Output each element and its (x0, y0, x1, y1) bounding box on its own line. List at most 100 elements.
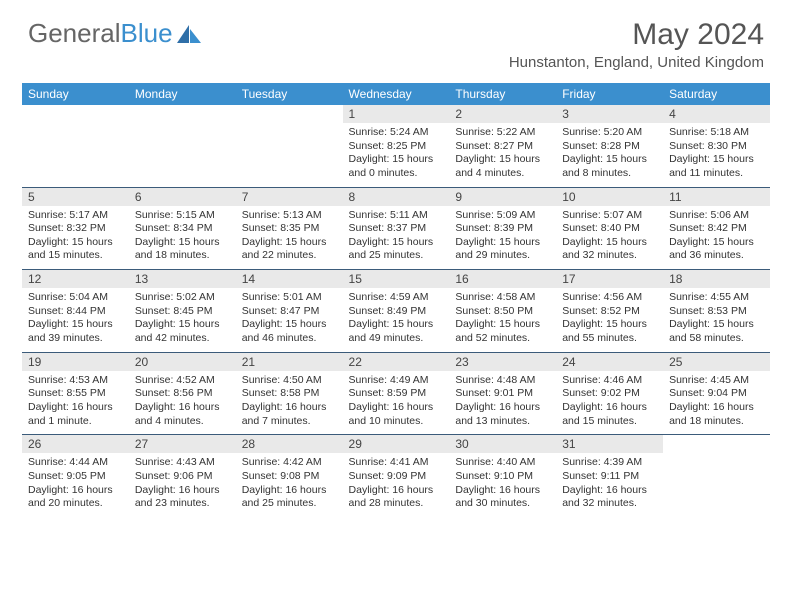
location: Hunstanton, England, United Kingdom (509, 54, 764, 71)
day-number-cell: 7 (236, 187, 343, 206)
sunset-line: Sunset: 8:32 PM (28, 222, 123, 236)
day-number-cell: 9 (449, 187, 556, 206)
day-content-cell: Sunrise: 4:46 AMSunset: 9:02 PMDaylight:… (556, 371, 663, 435)
sunrise-line: Sunrise: 4:46 AM (562, 374, 657, 388)
day-content-cell: Sunrise: 5:24 AMSunset: 8:25 PMDaylight:… (343, 123, 450, 187)
sunset-line: Sunset: 9:01 PM (455, 387, 550, 401)
sunrise-line: Sunrise: 4:44 AM (28, 456, 123, 470)
sunrise-line: Sunrise: 4:56 AM (562, 291, 657, 305)
day-content-cell: Sunrise: 4:45 AMSunset: 9:04 PMDaylight:… (663, 371, 770, 435)
sunset-line: Sunset: 8:47 PM (242, 305, 337, 319)
day-content-cell: Sunrise: 5:04 AMSunset: 8:44 PMDaylight:… (22, 288, 129, 352)
daylight-line: Daylight: 15 hours and 22 minutes. (242, 236, 337, 263)
day-number-cell: 27 (129, 435, 236, 454)
sunset-line: Sunset: 8:45 PM (135, 305, 230, 319)
day-content-cell: Sunrise: 5:02 AMSunset: 8:45 PMDaylight:… (129, 288, 236, 352)
sunrise-line: Sunrise: 4:39 AM (562, 456, 657, 470)
day-content-cell: Sunrise: 5:17 AMSunset: 8:32 PMDaylight:… (22, 206, 129, 270)
day-number-cell: 1 (343, 105, 450, 123)
weekday-header: Wednesday (343, 83, 450, 105)
daylight-line: Daylight: 15 hours and 0 minutes. (349, 153, 444, 180)
sunrise-line: Sunrise: 5:20 AM (562, 126, 657, 140)
daylight-line: Daylight: 15 hours and 42 minutes. (135, 318, 230, 345)
sunset-line: Sunset: 8:27 PM (455, 140, 550, 154)
daylight-line: Daylight: 15 hours and 46 minutes. (242, 318, 337, 345)
sunset-line: Sunset: 9:05 PM (28, 470, 123, 484)
sunset-line: Sunset: 8:52 PM (562, 305, 657, 319)
sunset-line: Sunset: 8:35 PM (242, 222, 337, 236)
day-number-cell: 15 (343, 270, 450, 289)
content-row: Sunrise: 4:53 AMSunset: 8:55 PMDaylight:… (22, 371, 770, 435)
weekday-header-row: SundayMondayTuesdayWednesdayThursdayFrid… (22, 83, 770, 105)
daylight-line: Daylight: 16 hours and 28 minutes. (349, 484, 444, 511)
sunset-line: Sunset: 8:40 PM (562, 222, 657, 236)
sunrise-line: Sunrise: 4:42 AM (242, 456, 337, 470)
day-content-cell: Sunrise: 5:20 AMSunset: 8:28 PMDaylight:… (556, 123, 663, 187)
day-number-cell: 26 (22, 435, 129, 454)
day-content-cell: Sunrise: 5:15 AMSunset: 8:34 PMDaylight:… (129, 206, 236, 270)
daylight-line: Daylight: 15 hours and 29 minutes. (455, 236, 550, 263)
day-number-cell: 2 (449, 105, 556, 123)
day-number-cell: 5 (22, 187, 129, 206)
sunset-line: Sunset: 9:06 PM (135, 470, 230, 484)
day-number-cell: 16 (449, 270, 556, 289)
day-number-cell: 6 (129, 187, 236, 206)
logo-text-general: General (28, 18, 121, 49)
sunset-line: Sunset: 8:44 PM (28, 305, 123, 319)
sunrise-line: Sunrise: 5:24 AM (349, 126, 444, 140)
daynum-row: 19202122232425 (22, 352, 770, 371)
daylight-line: Daylight: 16 hours and 10 minutes. (349, 401, 444, 428)
daylight-line: Daylight: 16 hours and 20 minutes. (28, 484, 123, 511)
sunset-line: Sunset: 8:30 PM (669, 140, 764, 154)
weekday-header: Monday (129, 83, 236, 105)
sunrise-line: Sunrise: 4:59 AM (349, 291, 444, 305)
day-number-cell: 31 (556, 435, 663, 454)
weekday-header: Sunday (22, 83, 129, 105)
sunrise-line: Sunrise: 5:09 AM (455, 209, 550, 223)
sunset-line: Sunset: 8:53 PM (669, 305, 764, 319)
weekday-header: Friday (556, 83, 663, 105)
daylight-line: Daylight: 16 hours and 7 minutes. (242, 401, 337, 428)
daynum-row: 567891011 (22, 187, 770, 206)
day-content-cell: Sunrise: 4:41 AMSunset: 9:09 PMDaylight:… (343, 453, 450, 517)
daynum-row: 1234 (22, 105, 770, 123)
day-content-cell: Sunrise: 4:48 AMSunset: 9:01 PMDaylight:… (449, 371, 556, 435)
day-content-cell: Sunrise: 4:58 AMSunset: 8:50 PMDaylight:… (449, 288, 556, 352)
sunset-line: Sunset: 8:42 PM (669, 222, 764, 236)
daylight-line: Daylight: 16 hours and 23 minutes. (135, 484, 230, 511)
day-number-cell: 22 (343, 352, 450, 371)
daylight-line: Daylight: 16 hours and 4 minutes. (135, 401, 230, 428)
sunrise-line: Sunrise: 5:13 AM (242, 209, 337, 223)
daylight-line: Daylight: 16 hours and 13 minutes. (455, 401, 550, 428)
daylight-line: Daylight: 15 hours and 18 minutes. (135, 236, 230, 263)
day-number-cell: 20 (129, 352, 236, 371)
day-content-cell: Sunrise: 4:59 AMSunset: 8:49 PMDaylight:… (343, 288, 450, 352)
day-number-cell: 21 (236, 352, 343, 371)
day-number-cell: 18 (663, 270, 770, 289)
day-number-cell (129, 105, 236, 123)
sunrise-line: Sunrise: 4:49 AM (349, 374, 444, 388)
daylight-line: Daylight: 15 hours and 8 minutes. (562, 153, 657, 180)
day-number-cell: 4 (663, 105, 770, 123)
day-number-cell: 19 (22, 352, 129, 371)
day-content-cell (22, 123, 129, 187)
day-number-cell (236, 105, 343, 123)
sunrise-line: Sunrise: 5:07 AM (562, 209, 657, 223)
header: GeneralBlue May 2024 Hunstanton, England… (0, 0, 792, 77)
daylight-line: Daylight: 16 hours and 30 minutes. (455, 484, 550, 511)
sunrise-line: Sunrise: 4:53 AM (28, 374, 123, 388)
sunrise-line: Sunrise: 4:48 AM (455, 374, 550, 388)
daylight-line: Daylight: 16 hours and 18 minutes. (669, 401, 764, 428)
sunrise-line: Sunrise: 5:02 AM (135, 291, 230, 305)
sunset-line: Sunset: 9:10 PM (455, 470, 550, 484)
weekday-header: Saturday (663, 83, 770, 105)
day-number-cell: 13 (129, 270, 236, 289)
day-number-cell: 30 (449, 435, 556, 454)
sunset-line: Sunset: 8:50 PM (455, 305, 550, 319)
day-content-cell: Sunrise: 4:50 AMSunset: 8:58 PMDaylight:… (236, 371, 343, 435)
sunrise-line: Sunrise: 5:06 AM (669, 209, 764, 223)
sunrise-line: Sunrise: 4:58 AM (455, 291, 550, 305)
sunset-line: Sunset: 9:04 PM (669, 387, 764, 401)
daylight-line: Daylight: 16 hours and 32 minutes. (562, 484, 657, 511)
sunset-line: Sunset: 8:58 PM (242, 387, 337, 401)
